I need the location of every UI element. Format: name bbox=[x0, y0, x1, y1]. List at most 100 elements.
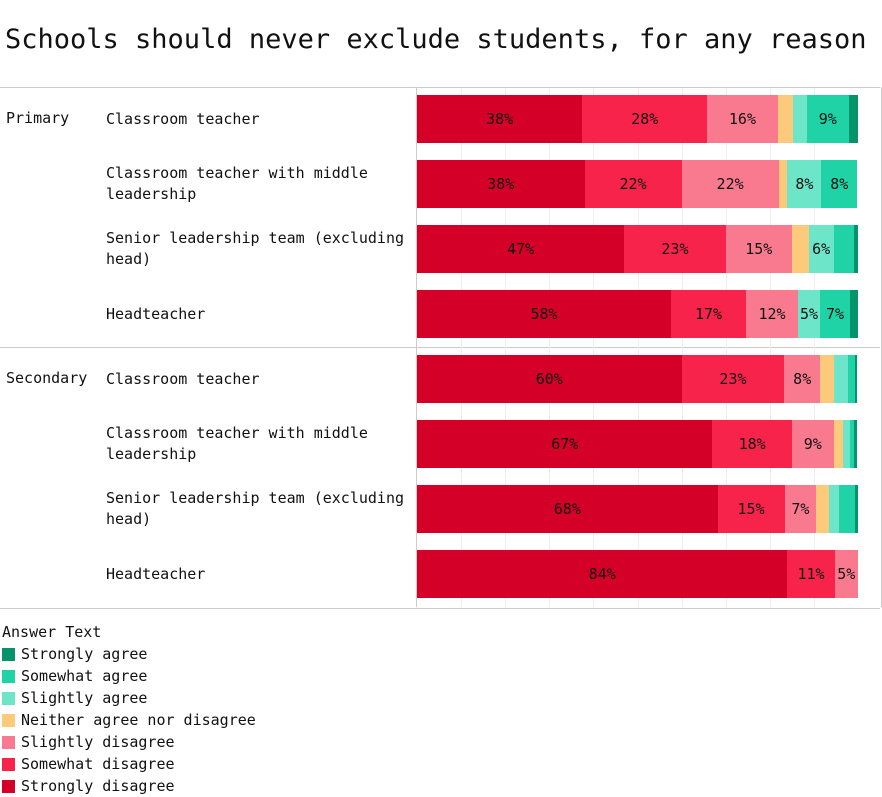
chart-title: Schools should never exclude students, f… bbox=[5, 24, 867, 55]
bar-segment: 60% bbox=[417, 355, 682, 403]
legend-label: Slightly agree bbox=[21, 689, 148, 707]
data-label: 7% bbox=[826, 305, 845, 323]
bar-segment bbox=[854, 485, 858, 533]
data-label: 8% bbox=[793, 370, 812, 388]
bar-segment: 38% bbox=[417, 95, 583, 143]
legend-title: Answer Text bbox=[2, 623, 102, 641]
data-label: 15% bbox=[737, 500, 765, 518]
gridline bbox=[681, 88, 683, 607]
bar-segment bbox=[791, 225, 809, 273]
data-label: 5% bbox=[800, 305, 819, 323]
bar-row: 58% 17% 12% 5% 7% bbox=[417, 290, 858, 338]
bar-segment: 8% bbox=[784, 355, 821, 403]
legend-swatch bbox=[2, 669, 15, 683]
data-label: 9% bbox=[803, 435, 822, 453]
bar-segment bbox=[855, 355, 858, 403]
bar-segment bbox=[853, 225, 858, 273]
row-label: Classroom teacher bbox=[106, 109, 260, 128]
bar-segment: 9% bbox=[806, 95, 849, 143]
bar-segment: 68% bbox=[417, 485, 718, 533]
bar-segment bbox=[854, 420, 858, 468]
bar-row: 67% 18% 9% bbox=[417, 420, 858, 468]
bar-segment: 7% bbox=[784, 485, 817, 533]
bar-segment: 11% bbox=[787, 550, 835, 598]
data-label: 22% bbox=[716, 175, 744, 193]
bar-segment: 47% bbox=[417, 225, 625, 273]
bar-segment: 28% bbox=[582, 95, 708, 143]
bar-segment: 84% bbox=[417, 550, 788, 598]
legend-item: Neither agree nor disagree bbox=[2, 709, 256, 731]
bar-segment bbox=[839, 485, 855, 533]
bar-segment: 17% bbox=[671, 290, 746, 338]
bar-segment: 15% bbox=[725, 225, 792, 273]
bar-segment: 6% bbox=[808, 225, 834, 273]
row-label: Senior leadership team (excluding head) bbox=[106, 229, 405, 268]
data-label: 6% bbox=[812, 240, 831, 258]
bar-segment bbox=[833, 225, 854, 273]
bar-segment: 58% bbox=[417, 290, 672, 338]
bar-segment: 5% bbox=[834, 550, 858, 598]
bar-segment bbox=[850, 290, 858, 338]
bar-segment: 5% bbox=[798, 290, 821, 338]
legend-swatch bbox=[2, 691, 15, 705]
bar-segment: 22% bbox=[584, 160, 682, 208]
bar-segment: 23% bbox=[681, 355, 785, 403]
bar-segment bbox=[833, 420, 843, 468]
legend-swatch bbox=[2, 647, 15, 661]
bar-segment: 8% bbox=[821, 160, 858, 208]
data-label: 28% bbox=[631, 110, 659, 128]
plot-frame bbox=[0, 87, 880, 609]
data-label: 8% bbox=[830, 175, 849, 193]
data-label: 67% bbox=[551, 435, 579, 453]
row-label: Classroom teacher with middle leadership bbox=[106, 164, 368, 203]
data-label: 84% bbox=[588, 565, 616, 583]
data-label: 11% bbox=[797, 565, 825, 583]
bar-row: 47% 23% 15% 6% bbox=[417, 225, 858, 273]
bar-segment: 23% bbox=[624, 225, 726, 273]
gridline bbox=[461, 88, 463, 607]
bar-row: 84% 11% 5% bbox=[417, 550, 858, 598]
bar-segment bbox=[816, 485, 830, 533]
gridline bbox=[549, 88, 551, 607]
data-label: 22% bbox=[619, 175, 647, 193]
bar-segment bbox=[792, 95, 807, 143]
bar-segment bbox=[778, 160, 788, 208]
bar-segment: 38% bbox=[417, 160, 585, 208]
legend-swatch bbox=[2, 779, 15, 793]
bar-row: 68% 15% 7% bbox=[417, 485, 858, 533]
bar-row: 38% 28% 16% 9% bbox=[417, 95, 858, 143]
data-label: 58% bbox=[530, 305, 558, 323]
row-label: Headteacher bbox=[106, 304, 206, 323]
row-label: Classroom teacher bbox=[106, 369, 260, 388]
group-label: Primary bbox=[6, 109, 70, 127]
data-label: 68% bbox=[553, 500, 581, 518]
bar-segment: 16% bbox=[707, 95, 778, 143]
gridline bbox=[637, 88, 639, 607]
legend-swatch bbox=[2, 713, 15, 727]
data-label: 7% bbox=[791, 500, 810, 518]
data-label: 38% bbox=[486, 110, 514, 128]
data-label: 8% bbox=[795, 175, 814, 193]
group-divider bbox=[0, 347, 880, 348]
group-label: Secondary bbox=[6, 369, 88, 387]
data-label: 15% bbox=[745, 240, 773, 258]
legend-label: Neither agree nor disagree bbox=[21, 711, 256, 729]
legend-label: Strongly agree bbox=[21, 645, 148, 663]
legend-swatch bbox=[2, 735, 15, 749]
bar-segment: 7% bbox=[820, 290, 851, 338]
bar-row: 60% 23% 8% bbox=[417, 355, 858, 403]
legend-item: Somewhat agree bbox=[2, 665, 256, 687]
legend-item: Slightly agree bbox=[2, 687, 256, 709]
bar-row: 38% 22% 22% 8% 8% bbox=[417, 160, 858, 208]
data-label: 38% bbox=[487, 175, 515, 193]
bar-segment bbox=[849, 420, 854, 468]
legend: Answer Text Strongly agree Somewhat agree… bbox=[2, 621, 256, 797]
legend-item: Slightly disagree bbox=[2, 731, 256, 753]
bar-segment bbox=[820, 355, 835, 403]
data-label: 60% bbox=[535, 370, 563, 388]
data-label: 12% bbox=[758, 305, 786, 323]
legend-label: Strongly disagree bbox=[21, 777, 175, 795]
legend-label: Slightly disagree bbox=[21, 733, 175, 751]
gridline bbox=[769, 88, 771, 607]
bar-segment: 18% bbox=[712, 420, 792, 468]
